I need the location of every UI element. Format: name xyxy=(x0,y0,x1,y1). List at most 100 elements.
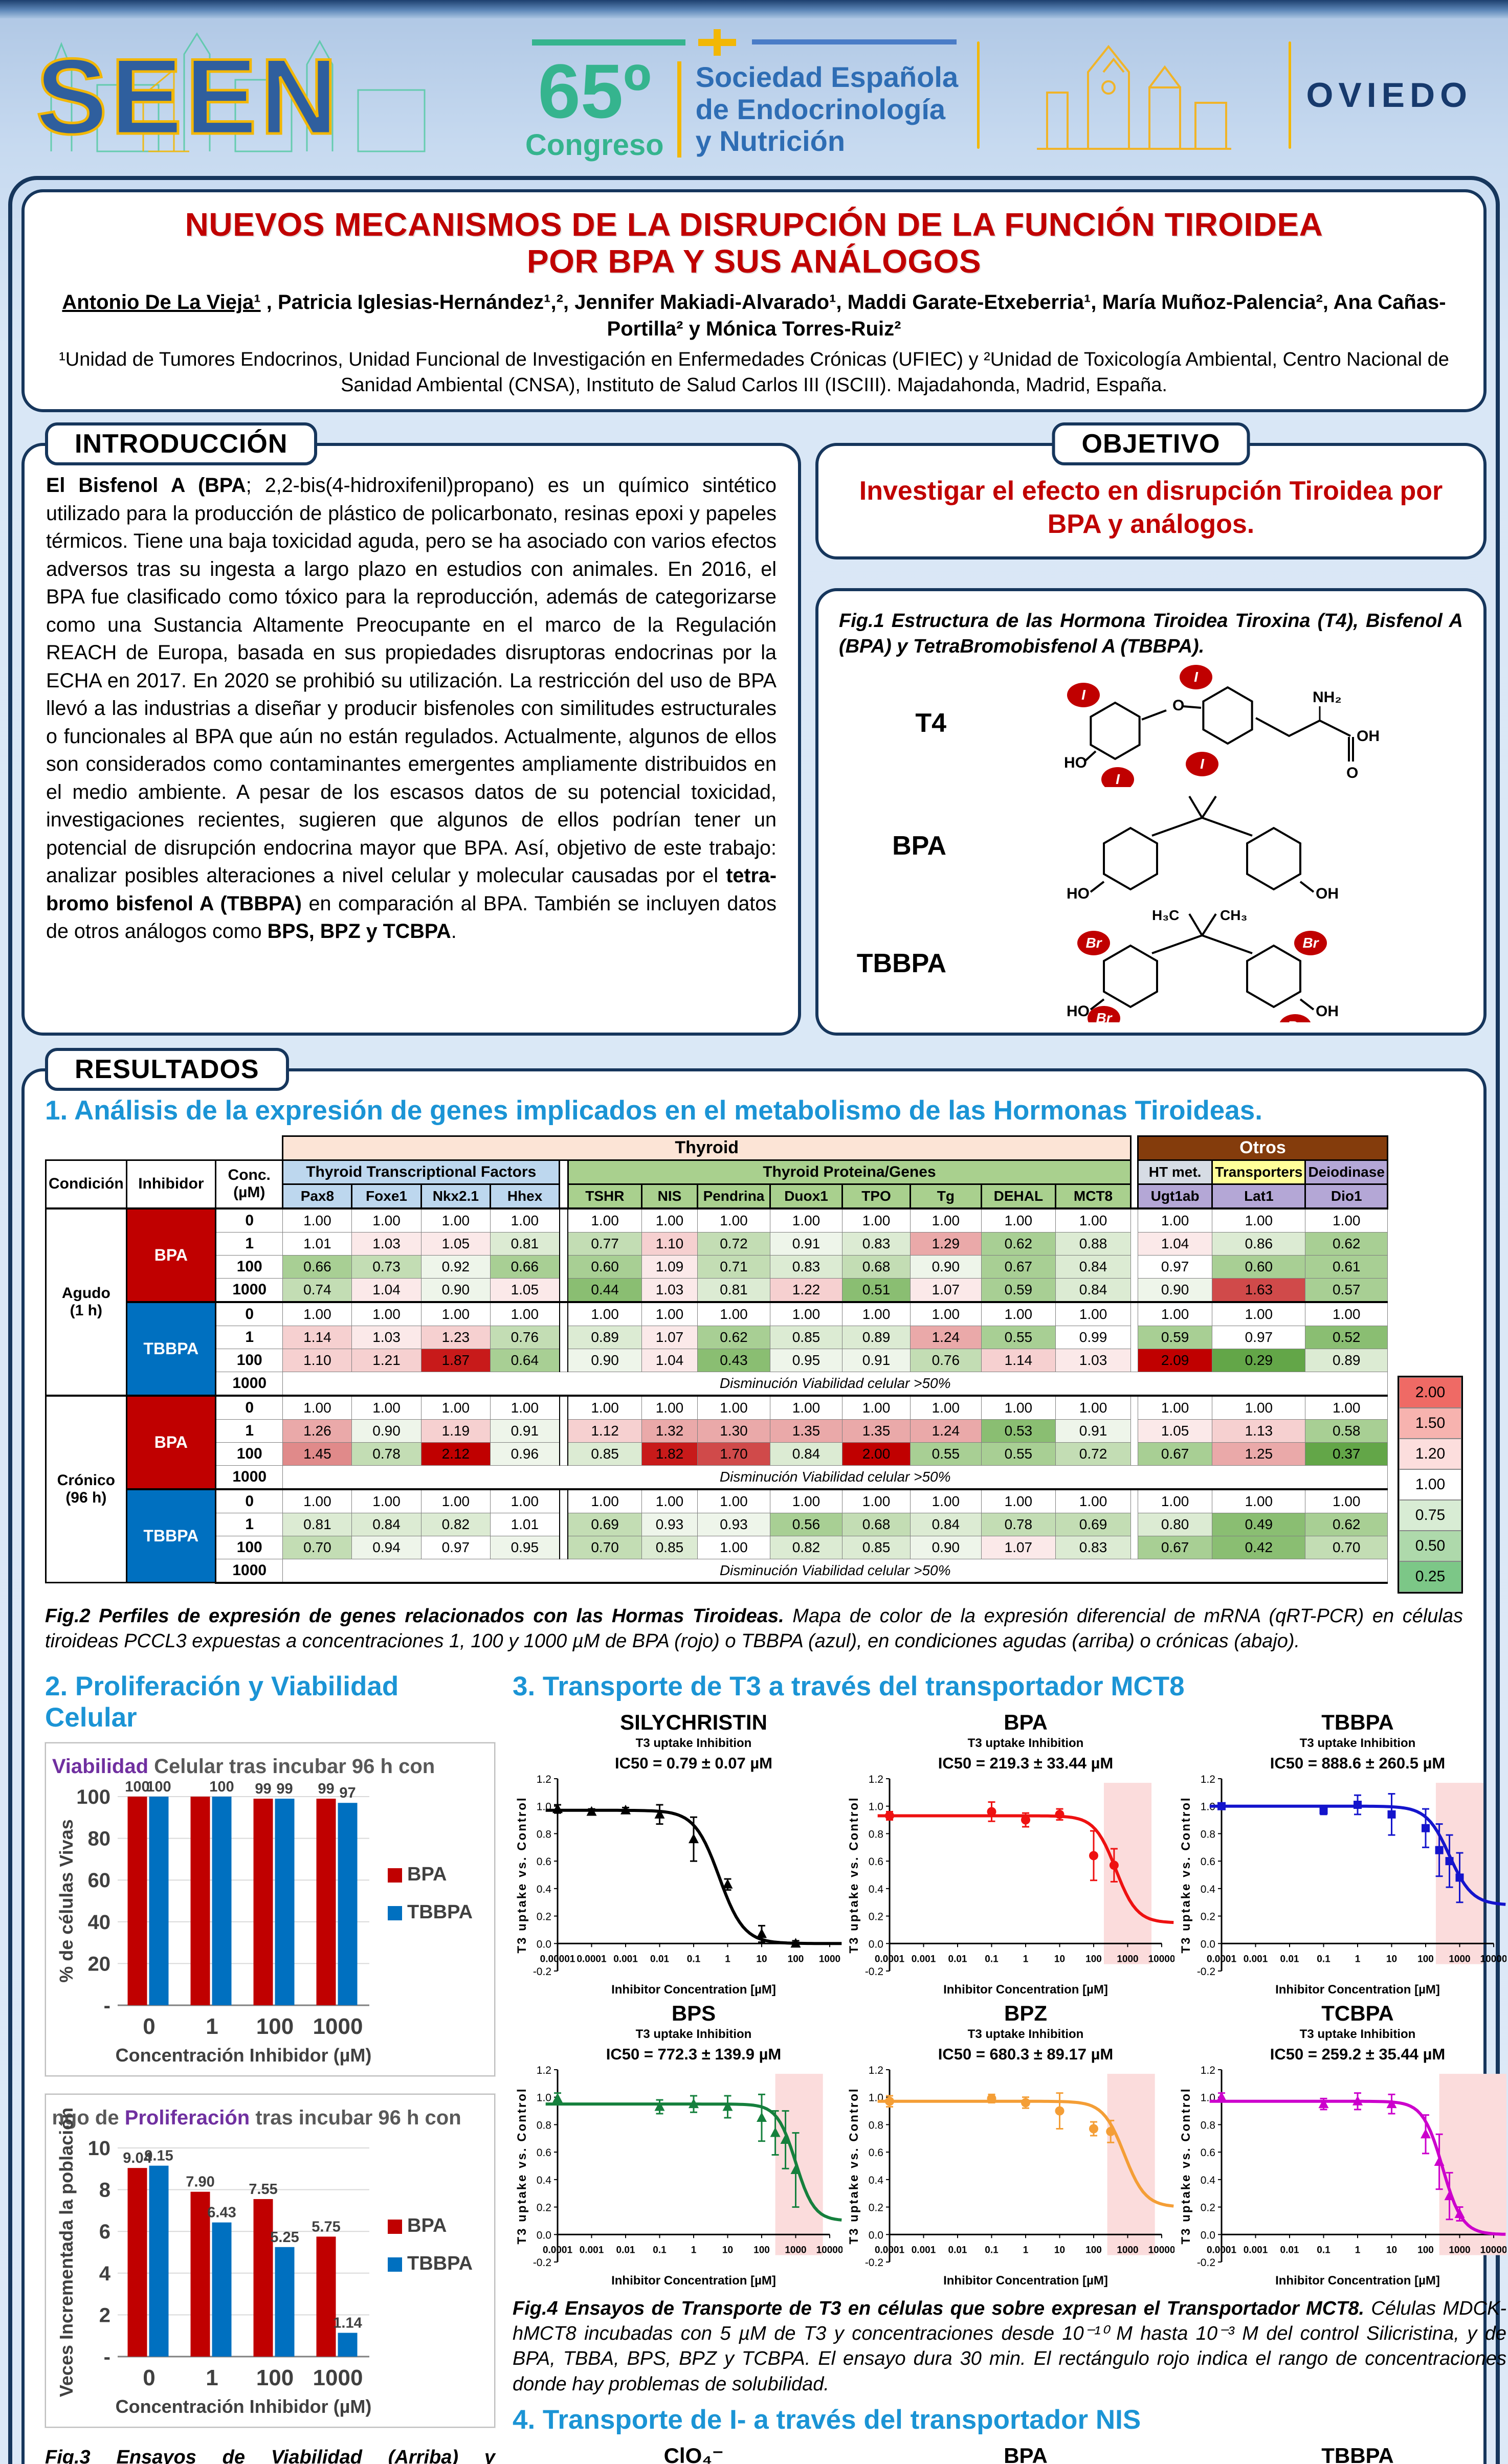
svg-text:0.001: 0.001 xyxy=(912,1954,936,1964)
introduction-tag: INTRODUCCIÓN xyxy=(45,422,318,466)
svg-text:HO: HO xyxy=(1067,1003,1090,1020)
svg-text:0.2: 0.2 xyxy=(869,2202,883,2213)
svg-text:0.1: 0.1 xyxy=(985,2245,999,2255)
right-results-column: 3. Transporte de T3 a través del transpo… xyxy=(513,1668,1507,2464)
svg-text:T3 uptake vs. Control: T3 uptake vs. Control xyxy=(515,1796,529,1953)
svg-text:0.8: 0.8 xyxy=(869,2119,883,2131)
svg-text:HO: HO xyxy=(1067,885,1090,902)
svg-text:0.0: 0.0 xyxy=(537,1938,551,1950)
svg-text:0.01: 0.01 xyxy=(948,1954,967,1964)
svg-text:SILYCHRISTIN: SILYCHRISTIN xyxy=(620,1711,767,1734)
svg-text:1: 1 xyxy=(1355,1954,1361,1964)
svg-text:0.00001: 0.00001 xyxy=(540,1954,575,1964)
results-panel: RESULTADOS 1. Análisis de la expresión d… xyxy=(21,1047,1507,2464)
svg-text:100: 100 xyxy=(209,1779,234,1795)
svg-text:Br: Br xyxy=(1287,1018,1304,1022)
svg-text:0.0001: 0.0001 xyxy=(543,2245,573,2255)
svg-text:100: 100 xyxy=(125,1779,149,1795)
heatmap-color-legend: 2.00 1.50 1.20 1.00 0.75 0.50 0.25 xyxy=(1398,1375,1463,1594)
legend-step: 0.75 xyxy=(1399,1499,1461,1531)
svg-text:1.0: 1.0 xyxy=(537,2092,551,2103)
svg-text:0.1: 0.1 xyxy=(653,2245,667,2255)
svg-text:IC50 = 888.6 ± 260.5 µM: IC50 = 888.6 ± 260.5 µM xyxy=(1270,1754,1446,1772)
svg-text:BPA: BPA xyxy=(1004,2445,1048,2464)
results-section1-heading: 1. Análisis de la expresión de genes imp… xyxy=(45,1095,1262,1126)
svg-text:0.6: 0.6 xyxy=(537,2147,551,2159)
svg-text:TBBPA: TBBPA xyxy=(407,1901,473,1923)
svg-text:BPA: BPA xyxy=(407,1864,447,1885)
plot-bpa-t3: BPA T3 uptake Inhibition IC50 = 219.3 ± 33… xyxy=(845,1710,1175,2000)
svg-text:CH₃: CH₃ xyxy=(1220,907,1247,923)
svg-text:O: O xyxy=(1346,765,1358,781)
svg-text:HO: HO xyxy=(1064,754,1087,771)
svg-text:1.2: 1.2 xyxy=(537,1774,551,1785)
svg-text:BPA: BPA xyxy=(407,2215,447,2236)
svg-text:2: 2 xyxy=(99,2304,110,2326)
svg-text:0.8: 0.8 xyxy=(537,1828,551,1840)
poster-frame: NUEVOS MECANISMOS DE LA DISRUPCIÓN DE LA… xyxy=(8,176,1507,2464)
gene-expression-heatmap: Thyroid Otros Condición Inhibidor Conc. (µM)… xyxy=(45,1135,1389,1584)
svg-text:0.1: 0.1 xyxy=(687,1954,701,1964)
svg-text:1.0: 1.0 xyxy=(1201,1801,1215,1812)
svg-text:10: 10 xyxy=(1386,2245,1397,2255)
seen-logo: SEEN xyxy=(20,24,506,167)
svg-text:BPZ: BPZ xyxy=(1004,2002,1047,2025)
svg-text:4: 4 xyxy=(99,2262,111,2284)
plot-bpz-t3: BPZ T3 uptake Inhibition IC50 = 680.3 ± 89… xyxy=(845,2001,1175,2291)
svg-text:0.6: 0.6 xyxy=(1201,2147,1215,2159)
city-skyline-art xyxy=(50,32,426,152)
svg-text:100: 100 xyxy=(256,2365,294,2390)
svg-text:T3 uptake Inhibition: T3 uptake Inhibition xyxy=(968,1736,1084,1750)
svg-text:1: 1 xyxy=(206,2014,218,2039)
svg-text:1000: 1000 xyxy=(313,2014,363,2039)
svg-text:1.2: 1.2 xyxy=(1201,1774,1215,1785)
svg-text:1.2: 1.2 xyxy=(537,2065,551,2076)
svg-text:1: 1 xyxy=(206,2365,218,2390)
svg-text:Concentración Inhibidor (µM): Concentración Inhibidor (µM) xyxy=(116,2396,372,2417)
header-divider-2 xyxy=(1288,41,1291,149)
svg-text:0.8: 0.8 xyxy=(537,2119,551,2131)
svg-text:0.2: 0.2 xyxy=(869,1911,883,1922)
svg-text:I: I xyxy=(1116,771,1120,787)
svg-text:5.25: 5.25 xyxy=(270,2229,299,2245)
svg-text:10000: 10000 xyxy=(1480,2245,1506,2255)
svg-text:100: 100 xyxy=(76,1786,110,1808)
svg-text:IC50 = 680.3 ± 89.17 µM: IC50 = 680.3 ± 89.17 µM xyxy=(938,2045,1114,2063)
svg-text:0.1: 0.1 xyxy=(1317,1954,1330,1964)
introduction-text: El Bisfenol A (BPA; 2,2-bis(4-hidroxifen… xyxy=(46,474,777,943)
svg-text:T3 uptake Inhibition: T3 uptake Inhibition xyxy=(1300,2027,1416,2041)
svg-text:0.0001: 0.0001 xyxy=(875,1954,905,1964)
svg-text:TCBPA: TCBPA xyxy=(1321,2002,1394,2025)
svg-text:0.01: 0.01 xyxy=(650,1954,669,1964)
svg-text:10: 10 xyxy=(756,1954,767,1964)
svg-text:1.0: 1.0 xyxy=(869,1801,883,1812)
svg-text:IC50 = 0.79 ± 0.07 µM: IC50 = 0.79 ± 0.07 µM xyxy=(615,1754,772,1772)
dose-response-svg: BPZ T3 uptake Inhibition IC50 = 680.3 ± 89… xyxy=(847,2001,1175,2288)
plot-silychristin: SILYCHRISTIN T3 uptake Inhibition IC50 = 0… xyxy=(513,1710,842,2000)
svg-text:0.001: 0.001 xyxy=(912,2245,936,2255)
svg-text:100: 100 xyxy=(1085,2245,1102,2255)
svg-text:OH: OH xyxy=(1357,728,1380,745)
svg-text:6: 6 xyxy=(99,2221,110,2243)
svg-text:% de células Vivas: % de células Vivas xyxy=(56,1819,77,1983)
svg-text:9.04: 9.04 xyxy=(123,2150,151,2166)
svg-text:1: 1 xyxy=(725,1954,730,1964)
svg-text:H₃C: H₃C xyxy=(1152,907,1179,923)
svg-text:-0.2: -0.2 xyxy=(533,1966,551,1978)
svg-text:100: 100 xyxy=(1085,1954,1102,1964)
svg-text:0.1: 0.1 xyxy=(985,1954,999,1964)
svg-text:I: I xyxy=(1194,669,1199,685)
svg-text:T3 uptake vs. Control: T3 uptake vs. Control xyxy=(847,1796,861,1953)
svg-text:99: 99 xyxy=(276,1781,293,1797)
svg-text:1000: 1000 xyxy=(1117,2245,1138,2255)
bar-chart-svg: Rango de Proliferación tras incubar 96 h… xyxy=(26,2107,473,2417)
top-gradient-bar xyxy=(0,0,1508,18)
svg-text:BPS: BPS xyxy=(672,2002,716,2025)
left-results-column: 2. Proliferación y Viabilidad Celular Vi… xyxy=(26,1668,495,2464)
svg-text:0.0001: 0.0001 xyxy=(576,1954,607,1964)
svg-text:0.6: 0.6 xyxy=(537,1856,551,1868)
svg-text:0.01: 0.01 xyxy=(616,2245,635,2255)
svg-text:Inhibitor Concentration [µM]: Inhibitor Concentration [µM] xyxy=(943,1983,1108,1997)
svg-text:100: 100 xyxy=(1417,1954,1434,1964)
svg-text:7.55: 7.55 xyxy=(249,2181,277,2198)
